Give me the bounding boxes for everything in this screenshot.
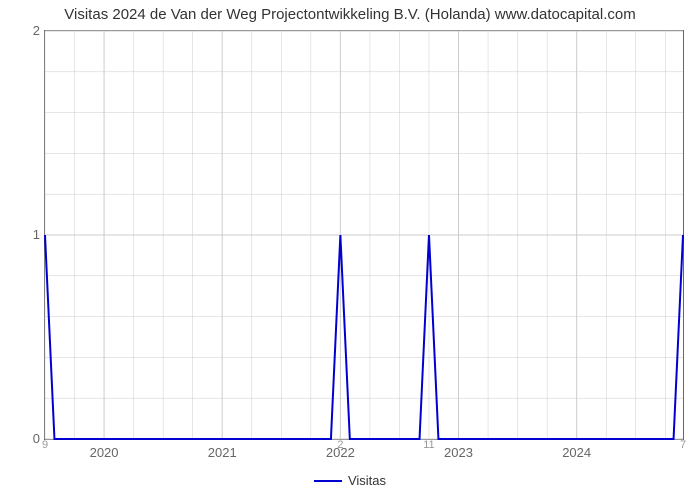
- plot-area: [44, 30, 684, 440]
- x-tick-label: 2020: [90, 445, 119, 460]
- legend-label: Visitas: [348, 473, 386, 488]
- x-bottom-annotation: 7: [680, 439, 686, 451]
- x-tick-label: 2023: [444, 445, 473, 460]
- x-tick-label: 2021: [208, 445, 237, 460]
- x-bottom-annotation: 2: [337, 439, 343, 451]
- series-group: [45, 235, 683, 439]
- x-tick-label: 2024: [562, 445, 591, 460]
- chart-title: Visitas 2024 de Van der Weg Projectontwi…: [0, 6, 700, 23]
- y-tick-label: 1: [10, 227, 40, 242]
- y-tick-label: 0: [10, 431, 40, 446]
- x-bottom-annotation: 9: [42, 439, 48, 451]
- gridlines: [45, 31, 683, 439]
- series-line: [45, 235, 683, 439]
- x-bottom-annotation: 11: [423, 439, 434, 451]
- plot-svg: [45, 31, 683, 439]
- legend-swatch: [314, 480, 342, 482]
- legend: Visitas: [0, 472, 700, 488]
- y-tick-label: 2: [10, 23, 40, 38]
- chart-container: Visitas 2024 de Van der Weg Projectontwi…: [0, 0, 700, 500]
